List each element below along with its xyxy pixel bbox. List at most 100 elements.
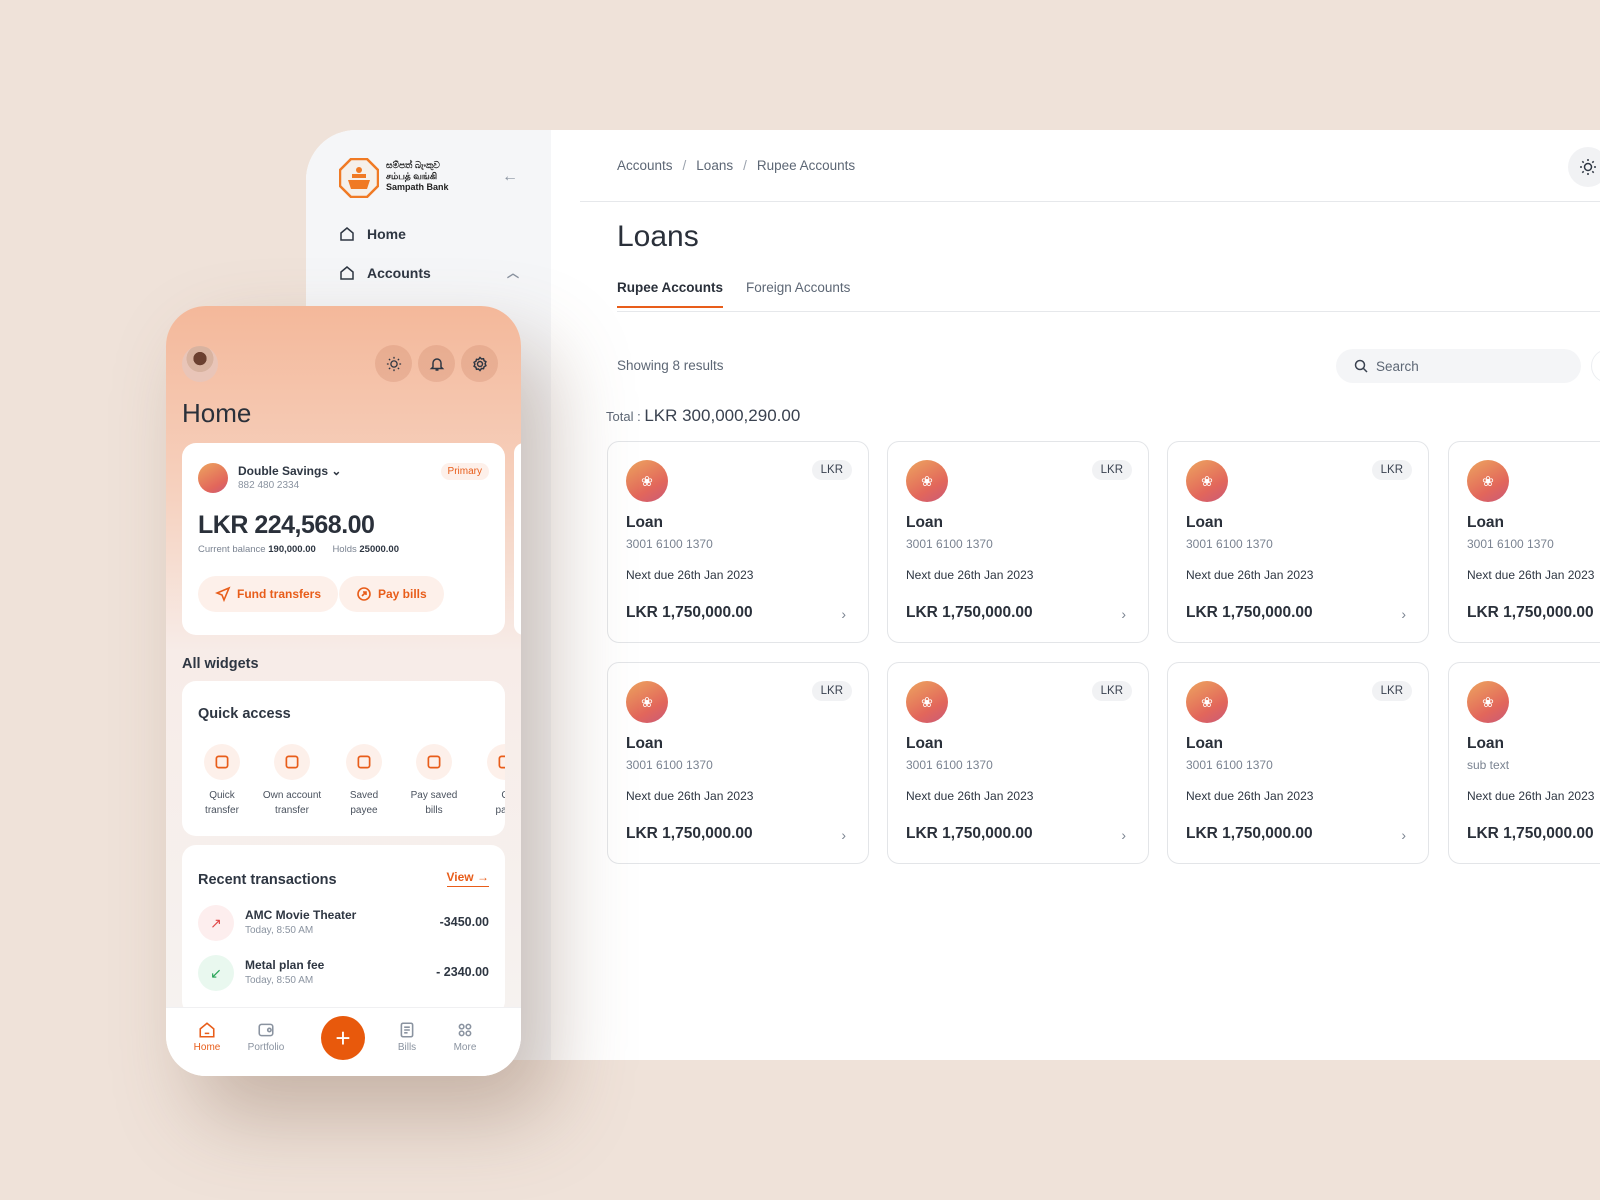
- loan-icon: ❀: [626, 460, 668, 502]
- notifications-button[interactable]: [418, 345, 455, 382]
- document-icon: [400, 1022, 414, 1038]
- loan-name: Loan: [906, 514, 944, 531]
- wallet-icon: [274, 744, 310, 780]
- loan-name: Loan: [1186, 735, 1224, 752]
- chevron-right-icon[interactable]: ›: [1121, 827, 1126, 843]
- chevron-right-icon[interactable]: ›: [841, 606, 846, 622]
- sidebar-item-label: Home: [367, 226, 406, 242]
- primary-badge: Primary: [440, 463, 489, 480]
- quick-access-label: Own account: [262, 790, 322, 801]
- chevron-up-icon: ︿: [506, 266, 519, 280]
- main-content: Accounts / Loans / Rupee Accounts Loans Ru…: [551, 130, 1600, 1060]
- quick-access-title: Quick access: [198, 706, 291, 722]
- recent-transactions-widget: Recent transactions View → ↗ AMC Movie T…: [182, 845, 505, 1015]
- search-icon: [1354, 359, 1368, 373]
- total-value: LKR 300,000,290.00: [644, 406, 801, 425]
- loan-amount: LKR 1,750,000.00: [906, 604, 1033, 621]
- chevron-right-icon[interactable]: ›: [1401, 827, 1406, 843]
- theme-toggle-button[interactable]: [1568, 147, 1600, 187]
- breadcrumb-accounts[interactable]: Accounts: [617, 158, 673, 173]
- search-placeholder: Search: [1376, 358, 1419, 374]
- account-card: Double Savings ⌄ 882 480 2334 Primary LK…: [182, 443, 505, 635]
- send-icon: [215, 586, 231, 602]
- theme-button[interactable]: [375, 345, 412, 382]
- loan-icon: ❀: [906, 460, 948, 502]
- bill-search-icon: [416, 744, 452, 780]
- quick-access-label: transfer: [205, 805, 239, 816]
- fund-transfers-button[interactable]: Fund transfers: [198, 576, 339, 612]
- loan-amount: LKR 1,750,000.00: [906, 825, 1033, 842]
- transaction-item[interactable]: ↗ AMC Movie Theater Today, 8:50 AM -3450…: [198, 905, 489, 943]
- arrow-down-left-icon: ↙: [198, 955, 234, 991]
- breadcrumb-loans[interactable]: Loans: [696, 158, 734, 173]
- loan-number: 3001 6100 1370: [1186, 758, 1273, 772]
- gear-icon: [472, 355, 487, 372]
- loan-icon: ❀: [1467, 681, 1509, 723]
- tab-foreign-accounts[interactable]: Foreign Accounts: [746, 280, 851, 295]
- sidebar-item-accounts[interactable]: Accounts ︿: [339, 264, 519, 281]
- transaction-name: Metal plan fee: [245, 958, 325, 972]
- next-due: Next due 26th Jan 2023: [1186, 568, 1314, 582]
- transaction-time: Today, 8:50 AM: [245, 975, 314, 986]
- chevron-right-icon[interactable]: ›: [1401, 606, 1406, 622]
- quick-access-label: transfer: [275, 805, 309, 816]
- pay-bills-button[interactable]: Pay bills: [339, 576, 444, 612]
- arrow-right-icon: →: [477, 870, 489, 884]
- desktop-window: සම්පත් බැංකුව சம்பத் வங்கி Sampath Bank ← …: [306, 130, 1600, 1060]
- quick-access-item[interactable]: Cpayı: [465, 744, 505, 818]
- avatar[interactable]: [182, 346, 218, 382]
- next-due: Next due 26th Jan 2023: [906, 789, 1034, 803]
- add-button[interactable]: +: [321, 1016, 365, 1060]
- transaction-item[interactable]: ↙ Metal plan fee Today, 8:50 AM - 2340.0…: [198, 955, 489, 993]
- page-title: Loans: [617, 220, 699, 253]
- loan-number: 3001 6100 1370: [626, 537, 713, 551]
- loan-number: sub text: [1467, 758, 1510, 772]
- quick-access-item[interactable]: Own account transfer: [252, 744, 332, 818]
- account-selector[interactable]: Double Savings ⌄: [238, 464, 342, 478]
- currency-badge: LKR: [1371, 681, 1412, 701]
- chevron-right-icon[interactable]: ›: [1121, 606, 1126, 622]
- server-icon: [346, 744, 382, 780]
- collapse-sidebar-arrow-icon[interactable]: ←: [502, 168, 518, 185]
- breadcrumb-rupee-accounts: Rupee Accounts: [756, 158, 856, 173]
- nav-bills[interactable]: Bills: [377, 1021, 437, 1053]
- filter-button[interactable]: [1591, 349, 1600, 383]
- quick-access-item[interactable]: Saved payee: [324, 744, 404, 818]
- quick-access-label: Saved: [349, 790, 379, 801]
- loan-icon: ❀: [1186, 460, 1228, 502]
- nav-portfolio[interactable]: Portfolio: [236, 1021, 296, 1053]
- transaction-amount: -3450.00: [439, 915, 489, 929]
- quick-access-label: bills: [425, 805, 443, 816]
- chevron-right-icon[interactable]: ›: [841, 827, 846, 843]
- nav-home[interactable]: Home: [177, 1021, 237, 1053]
- breadcrumb: Accounts / Loans / Rupee Accounts: [617, 158, 856, 173]
- currency-badge: LKR: [1091, 681, 1132, 701]
- quick-access-item[interactable]: Quick transfer: [182, 744, 262, 818]
- view-all-link[interactable]: View →: [446, 870, 489, 887]
- quick-access-item[interactable]: Pay saved bills: [394, 744, 474, 818]
- nav-more[interactable]: More: [435, 1021, 495, 1053]
- results-count: Showing 8 results: [617, 358, 724, 373]
- pay-icon: [357, 587, 371, 601]
- next-account-card[interactable]: [514, 443, 521, 635]
- chevron-down-icon: ⌄: [331, 464, 342, 478]
- next-due: Next due 26th Jan 2023: [626, 568, 754, 582]
- quick-access-widget: Quick access Quick transfer Own account tra…: [182, 681, 505, 836]
- sidebar-item-home[interactable]: Home: [339, 226, 519, 242]
- currency-badge: LKR: [811, 460, 852, 480]
- search-input[interactable]: Search: [1336, 349, 1581, 383]
- loan-number: 3001 6100 1370: [626, 758, 713, 772]
- loan-name: Loan: [1186, 514, 1224, 531]
- settings-button[interactable]: [461, 345, 498, 382]
- tab-rupee-accounts[interactable]: Rupee Accounts: [617, 280, 724, 308]
- currency-badge: LKR: [1371, 460, 1412, 480]
- loan-amount: LKR 1,750,000.00: [1186, 825, 1313, 842]
